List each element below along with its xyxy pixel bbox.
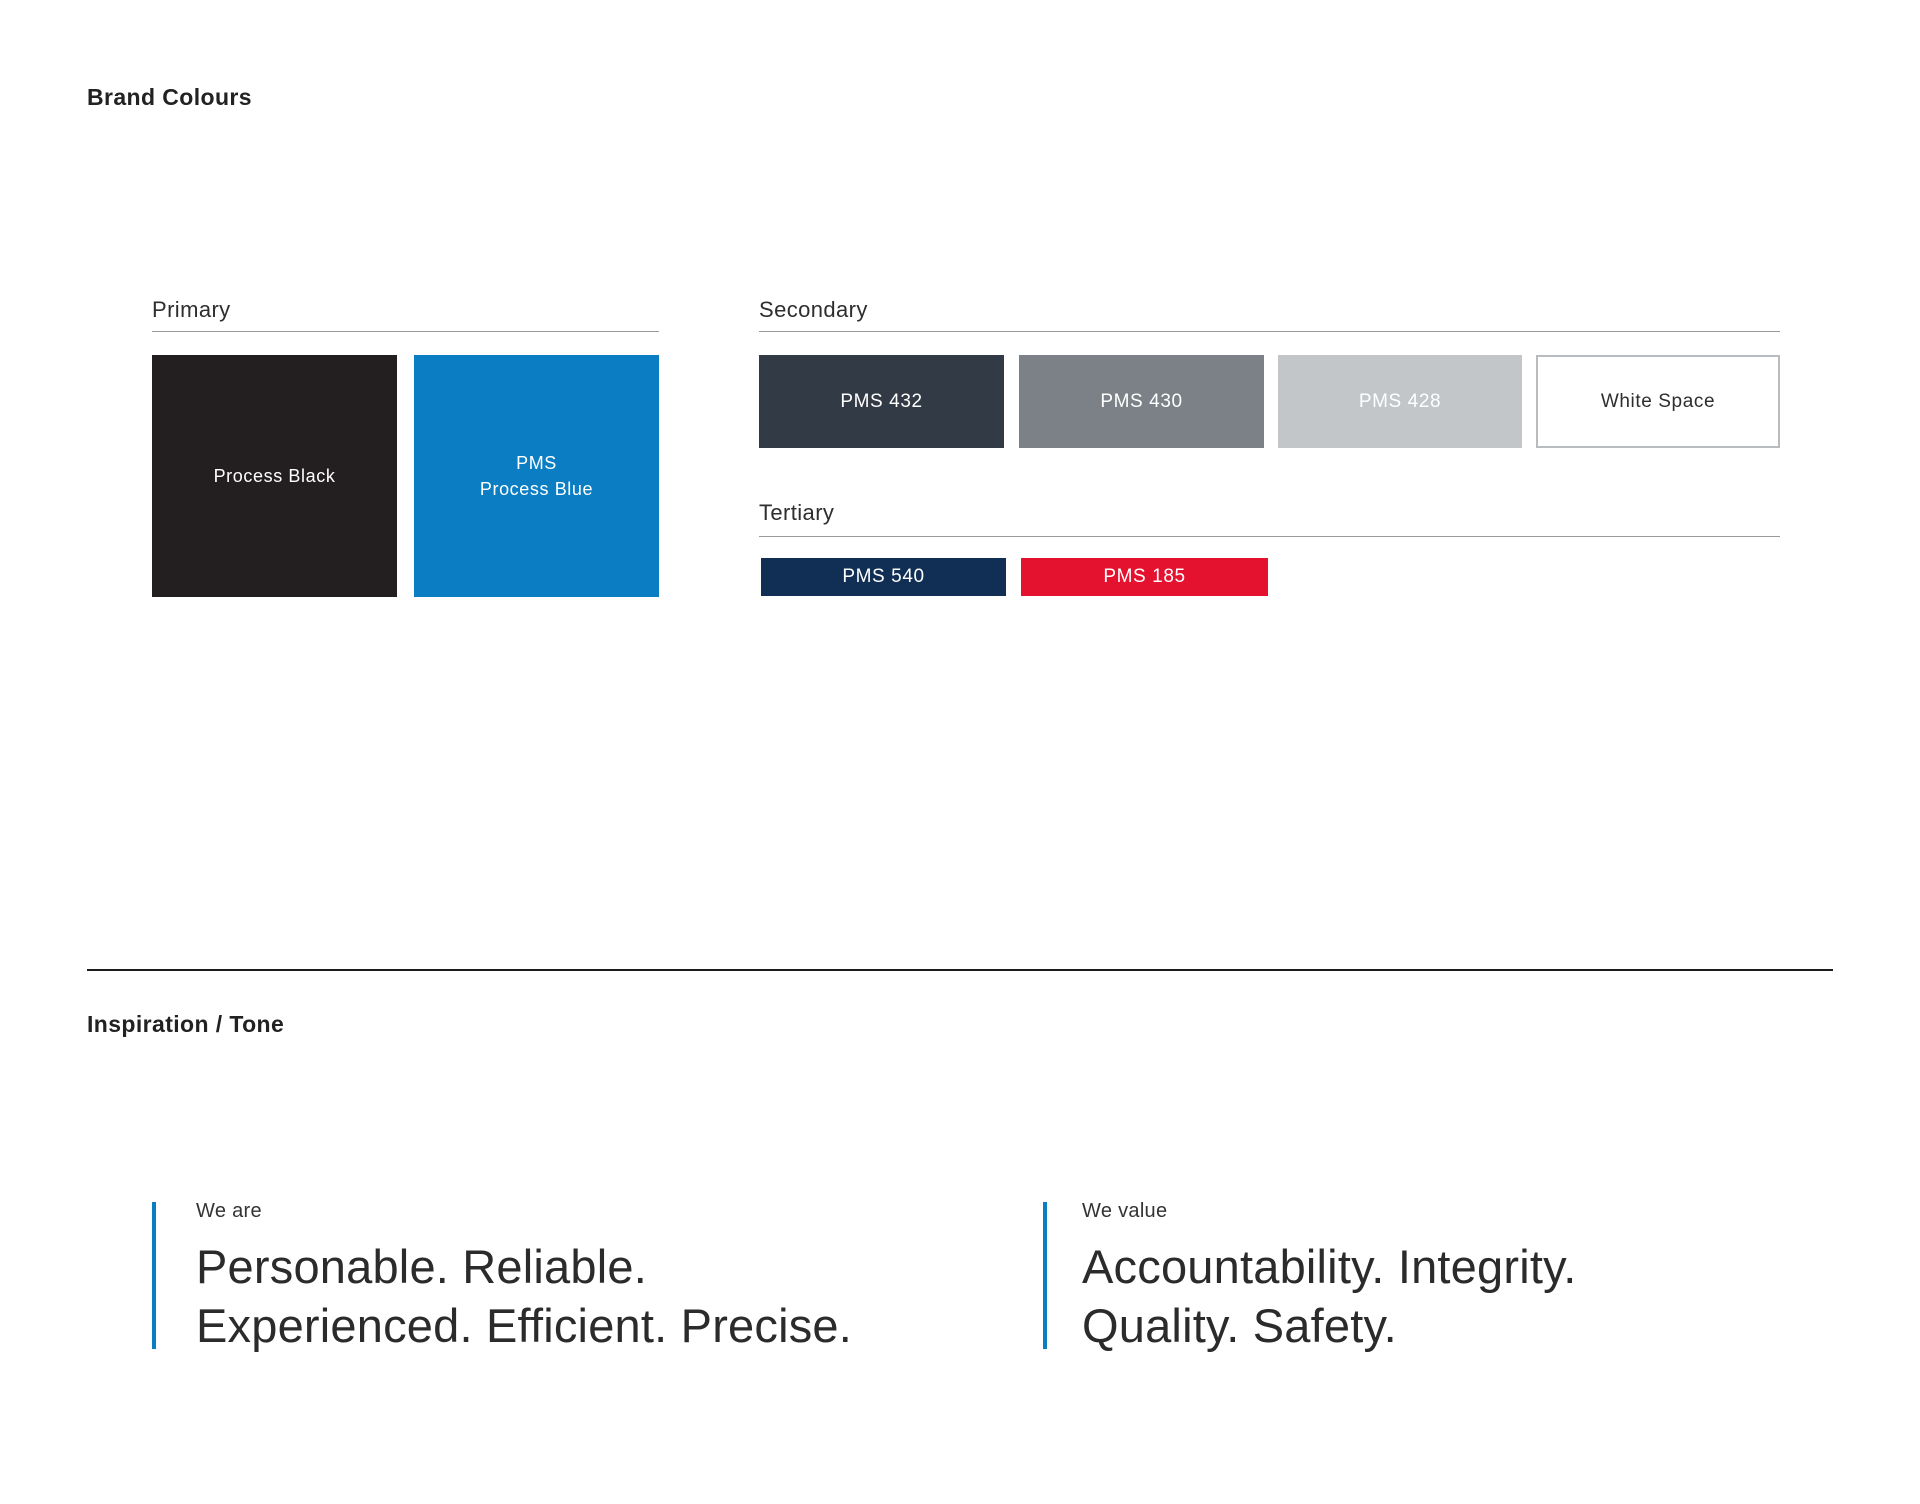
tertiary-group-rule bbox=[759, 536, 1780, 537]
quote-we-are-accent-bar bbox=[152, 1202, 156, 1349]
secondary-group-label: Secondary bbox=[759, 297, 868, 322]
swatch-pms-430: PMS 430 bbox=[1019, 355, 1264, 448]
quote-we-are-line1: Personable. Reliable. bbox=[196, 1240, 647, 1293]
quote-we-value-text: Accountability. Integrity. Quality. Safe… bbox=[1082, 1237, 1577, 1355]
quote-we-are-eyebrow: We are bbox=[196, 1200, 262, 1222]
swatch-pms-428-label: PMS 428 bbox=[1358, 390, 1442, 412]
swatch-pms-430-label: PMS 430 bbox=[1100, 390, 1183, 412]
section-divider bbox=[87, 969, 1833, 971]
primary-group-rule bbox=[152, 331, 659, 332]
quote-we-are-text: Personable. Reliable. Experienced. Effic… bbox=[196, 1237, 852, 1355]
swatch-process-black: Process Black bbox=[152, 355, 397, 597]
secondary-group-rule bbox=[759, 331, 1780, 332]
quote-we-value-accent-bar bbox=[1043, 1202, 1047, 1349]
swatch-pms-185-label: PMS 185 bbox=[1103, 566, 1186, 587]
page-title-brand-colours: Brand Colours bbox=[87, 84, 252, 110]
swatch-pms-428: PMS 428 bbox=[1278, 355, 1522, 448]
quote-we-value-eyebrow: We value bbox=[1082, 1200, 1168, 1222]
quote-we-value-line2: Quality. Safety. bbox=[1082, 1299, 1397, 1352]
page-title-inspiration-tone: Inspiration / Tone bbox=[87, 1011, 285, 1037]
swatch-pms-432-label: PMS 432 bbox=[840, 390, 923, 412]
tertiary-group-label: Tertiary bbox=[759, 500, 835, 525]
swatch-process-blue-label-line1: PMS bbox=[516, 452, 557, 473]
swatch-pms-185: PMS 185 bbox=[1021, 558, 1268, 596]
swatch-pms-540-label: PMS 540 bbox=[842, 566, 925, 587]
swatch-process-blue-label-line2: Process Blue bbox=[479, 479, 594, 499]
swatch-pms-432: PMS 432 bbox=[759, 355, 1004, 448]
swatch-white-space: White Space bbox=[1536, 355, 1780, 448]
swatch-pms-540: PMS 540 bbox=[761, 558, 1006, 596]
swatch-process-black-label: Process Black bbox=[213, 465, 336, 486]
quote-we-are-line2: Experienced. Efficient. Precise. bbox=[196, 1299, 853, 1352]
primary-group-label: Primary bbox=[152, 297, 231, 322]
swatch-white-space-label: White Space bbox=[1600, 390, 1716, 412]
quote-we-value-line1: Accountability. Integrity. bbox=[1082, 1240, 1577, 1293]
swatch-process-blue: PMS Process Blue bbox=[414, 355, 659, 597]
